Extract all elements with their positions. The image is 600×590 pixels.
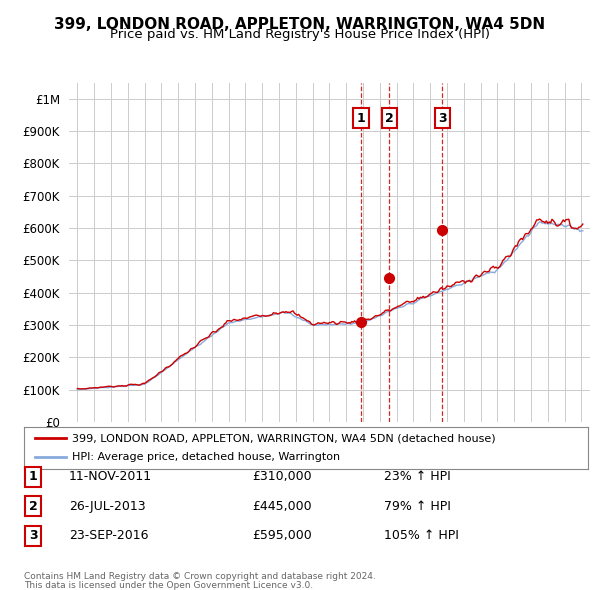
Text: 3: 3 [29,529,37,542]
Text: 3: 3 [438,112,447,124]
Text: Contains HM Land Registry data © Crown copyright and database right 2024.: Contains HM Land Registry data © Crown c… [24,572,376,581]
Text: 399, LONDON ROAD, APPLETON, WARRINGTON, WA4 5DN: 399, LONDON ROAD, APPLETON, WARRINGTON, … [55,17,545,31]
Text: 26-JUL-2013: 26-JUL-2013 [69,500,146,513]
Text: £595,000: £595,000 [252,529,312,542]
Text: 2: 2 [29,500,37,513]
Text: 399, LONDON ROAD, APPLETON, WARRINGTON, WA4 5DN (detached house): 399, LONDON ROAD, APPLETON, WARRINGTON, … [72,434,496,444]
Text: £310,000: £310,000 [252,470,311,483]
Text: 79% ↑ HPI: 79% ↑ HPI [384,500,451,513]
Text: 2: 2 [385,112,394,124]
Text: 105% ↑ HPI: 105% ↑ HPI [384,529,459,542]
Text: 23% ↑ HPI: 23% ↑ HPI [384,470,451,483]
Text: This data is licensed under the Open Government Licence v3.0.: This data is licensed under the Open Gov… [24,581,313,589]
Text: HPI: Average price, detached house, Warrington: HPI: Average price, detached house, Warr… [72,452,340,462]
Text: 1: 1 [29,470,37,483]
Text: 23-SEP-2016: 23-SEP-2016 [69,529,149,542]
Text: £445,000: £445,000 [252,500,311,513]
Text: 11-NOV-2011: 11-NOV-2011 [69,470,152,483]
Text: 1: 1 [356,112,365,124]
Text: Price paid vs. HM Land Registry's House Price Index (HPI): Price paid vs. HM Land Registry's House … [110,28,490,41]
